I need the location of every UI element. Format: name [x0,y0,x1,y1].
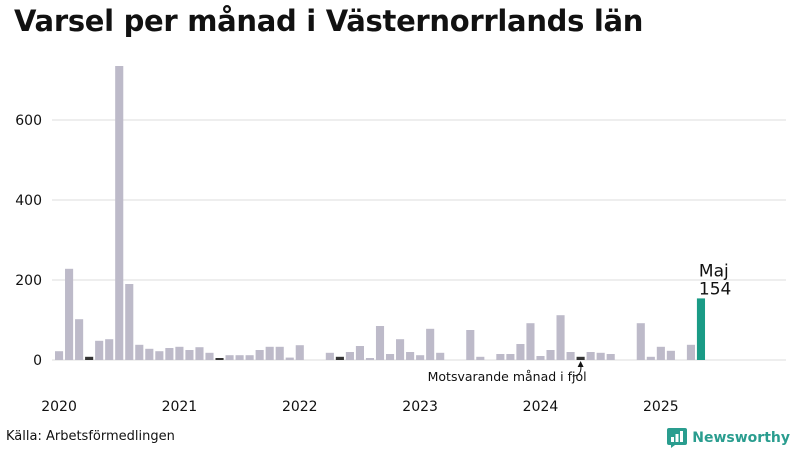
bar [506,354,515,360]
y-tick-label: 400 [15,193,42,209]
bar [215,358,224,360]
bar [95,340,104,360]
chart-title: Varsel per månad i Västernorrlands län [14,4,644,38]
bar [185,350,194,360]
bar [125,284,134,360]
bar [426,328,435,360]
bar [466,330,475,360]
bar [235,355,244,360]
bar [355,346,364,360]
bar [115,66,124,360]
bar [596,352,605,360]
y-tick-label: 200 [15,273,42,289]
bar [516,344,525,360]
x-tick-label: 2023 [402,399,438,415]
x-tick-label: 2020 [41,399,77,415]
latest-month-label: Maj [699,261,729,281]
bar [155,351,164,360]
annotations: Maj 154 Motsvarande månad i fjol [428,261,732,384]
bar [496,354,505,360]
bar [436,352,445,360]
bar [55,351,64,360]
bar [476,356,485,360]
bar [205,352,214,360]
bar [225,355,234,360]
bar [135,344,144,360]
bar [636,323,645,360]
brand-name: Newsworthy [692,430,790,446]
bar [666,350,675,360]
bar [295,345,304,360]
bar [416,355,425,360]
bar [195,347,204,360]
bars [55,66,706,360]
x-tick-label: 2024 [523,399,559,415]
bar [165,348,174,360]
bar [345,352,354,360]
latest-bar [696,298,706,360]
bar [536,356,545,360]
y-tick-label: 0 [33,353,42,369]
bar [365,358,375,360]
source-label: Källa: Arbetsförmedlingen [6,429,175,444]
bar [175,346,184,360]
bar [255,350,264,360]
bar [375,326,385,360]
bar [385,354,395,360]
bar [245,355,254,360]
prior-year-note: Motsvarande månad i fjol [428,369,587,384]
bar [145,348,154,360]
x-tick-label: 2022 [282,399,318,415]
x-tick-label: 2021 [162,399,198,415]
bar [105,339,114,360]
note-arrowhead-icon [577,361,584,367]
bar [335,356,344,360]
bar [325,352,334,360]
bar [75,319,84,360]
bar [576,356,585,360]
bar [65,268,74,360]
bar [566,352,575,360]
x-tick-label: 2025 [643,399,679,415]
bar [556,315,565,360]
newsworthy-chart-icon [667,428,688,448]
brand-logo[interactable]: Newsworthy [667,428,790,448]
bar [606,354,615,360]
bar [265,346,274,360]
y-tick-label: 600 [15,113,42,129]
bar [285,357,294,360]
bar [546,350,555,360]
y-axis-ticks: 0 200 400 600 [15,113,42,369]
gridlines [52,119,786,361]
bar [526,323,535,360]
bar [586,352,595,360]
bar [406,352,415,360]
bar [85,356,94,360]
x-axis-ticks: 2020 2021 2022 2023 2024 2025 [41,399,678,415]
bar [396,339,405,360]
bar [646,356,655,360]
bar [656,346,665,360]
bar [275,346,284,360]
bar [686,344,695,360]
latest-value-label: 154 [699,279,731,299]
